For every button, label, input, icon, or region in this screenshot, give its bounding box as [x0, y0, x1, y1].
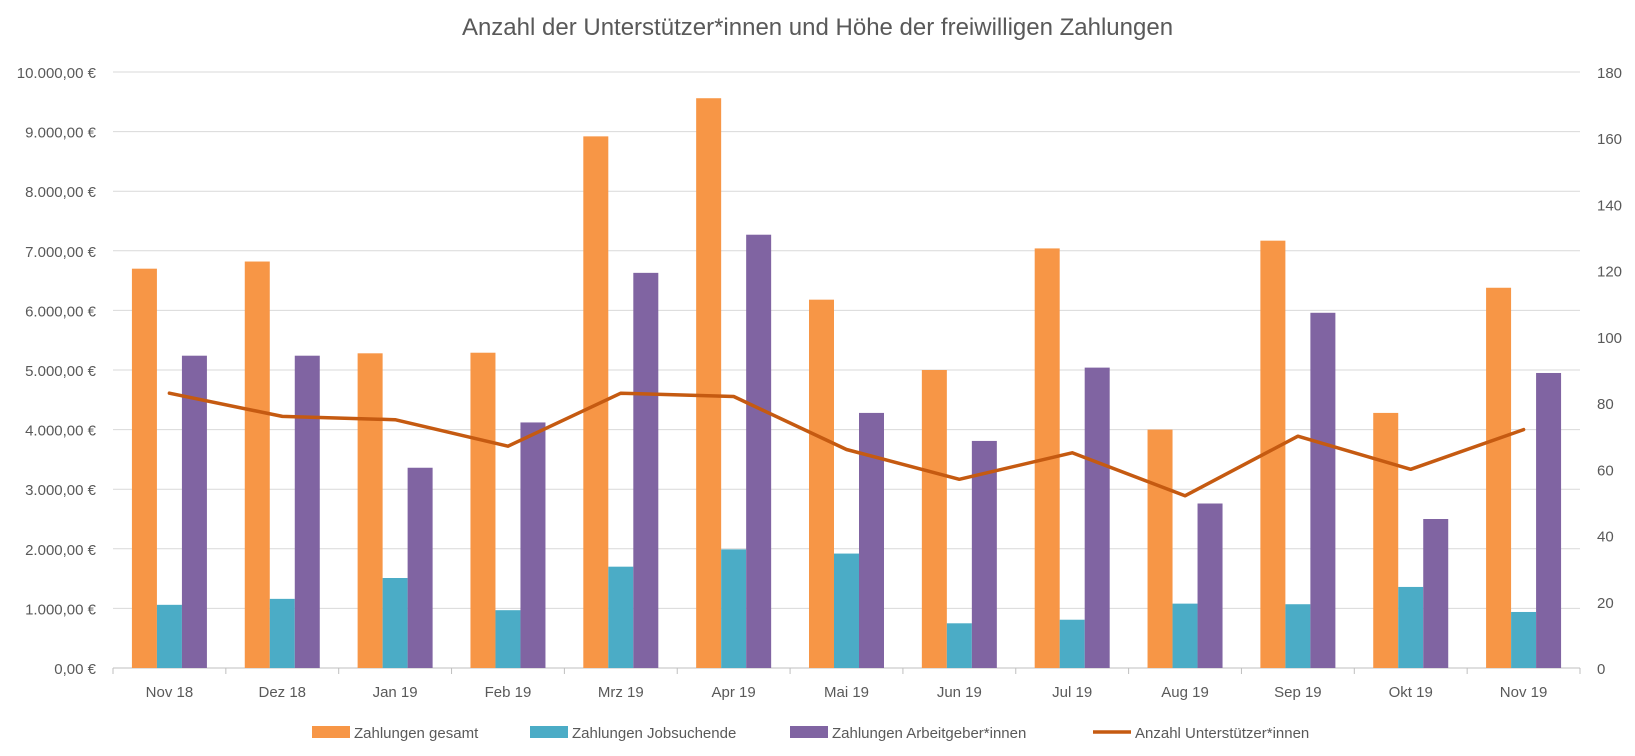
y-left-tick-label: 5.000,00 €: [25, 363, 97, 380]
y-left-tick-label: 8.000,00 €: [25, 184, 97, 201]
chart-title: Anzahl der Unterstützer*innen und Höhe d…: [461, 14, 1174, 41]
bar-3: [633, 272, 659, 668]
y-right-tick-label: 120: [1597, 264, 1622, 281]
y-right-tick-label: 160: [1597, 131, 1622, 148]
x-tick-label: Aug 19: [1161, 684, 1209, 701]
bar-2: [1172, 603, 1198, 668]
y-left-tick-label: 0,00 €: [54, 661, 96, 678]
y-right-tick-label: 180: [1597, 65, 1622, 82]
bar-1: [1486, 287, 1512, 668]
bar-3: [746, 234, 772, 668]
y-left-tick-label: 4.000,00 €: [25, 423, 97, 440]
legend-label: Zahlungen Arbeitgeber*innen: [832, 725, 1026, 742]
x-tick-label: Jan 19: [373, 684, 418, 701]
x-tick-label: Dez 18: [259, 684, 307, 701]
bar-2: [1059, 619, 1085, 668]
bar-3: [971, 440, 997, 668]
bar-2: [495, 610, 521, 668]
y-right-tick-label: 80: [1597, 396, 1614, 413]
bar-1: [809, 299, 834, 668]
legend-swatch: [790, 726, 828, 738]
bar-2: [1398, 586, 1424, 668]
legend-label: Zahlungen Jobsuchende: [572, 725, 736, 742]
bar-2: [382, 578, 408, 668]
bar-2: [834, 553, 859, 668]
legend-swatch: [312, 726, 350, 738]
y-left-tick-label: 7.000,00 €: [25, 244, 97, 261]
legend-label: Zahlungen gesamt: [354, 725, 479, 742]
y-right-tick-label: 0: [1597, 661, 1605, 678]
y-left-tick-label: 2.000,00 €: [25, 542, 97, 559]
y-left-tick-label: 1.000,00 €: [25, 601, 97, 618]
x-tick-label: Mrz 19: [598, 684, 644, 701]
bar-3: [859, 412, 884, 668]
y-right-tick-label: 20: [1597, 595, 1614, 612]
bar-2: [608, 566, 634, 668]
x-tick-label: Jul 19: [1052, 684, 1092, 701]
bar-1: [696, 98, 722, 668]
bar-1: [244, 261, 270, 668]
bar-3: [1423, 519, 1449, 668]
x-tick-label: Feb 19: [485, 684, 532, 701]
bar-1: [131, 268, 157, 668]
y-left-tick-label: 6.000,00 €: [25, 303, 97, 320]
x-tick-label: Mai 19: [824, 684, 869, 701]
bar-1: [921, 370, 947, 668]
bar-3: [407, 467, 433, 668]
bar-2: [1285, 604, 1311, 668]
bar-2: [946, 623, 972, 668]
legend-swatch: [530, 726, 568, 738]
bar-1: [470, 352, 496, 668]
bar-3: [294, 355, 320, 668]
y-left-tick-label: 9.000,00 €: [25, 125, 97, 142]
bar-1: [1147, 429, 1173, 668]
x-tick-label: Apr 19: [712, 684, 756, 701]
bar-3: [520, 422, 546, 668]
bar-1: [357, 353, 383, 668]
bar-2: [721, 549, 747, 668]
bar-1: [1373, 412, 1399, 668]
x-tick-label: Okt 19: [1389, 684, 1433, 701]
y-right-tick-label: 60: [1597, 462, 1614, 479]
legend-label: Anzahl Unterstützer*innen: [1135, 725, 1309, 742]
bar-2: [1511, 611, 1537, 668]
bar-3: [1197, 503, 1223, 668]
x-tick-label: Nov 19: [1500, 684, 1548, 701]
y-right-tick-label: 40: [1597, 529, 1614, 546]
bar-3: [1536, 372, 1562, 668]
y-right-tick-label: 140: [1597, 197, 1622, 214]
y-right-tick-label: 100: [1597, 330, 1622, 347]
bar-3: [181, 355, 207, 668]
x-tick-label: Sep 19: [1274, 684, 1322, 701]
y-left-tick-label: 3.000,00 €: [25, 482, 97, 499]
series-line: [167, 391, 1526, 498]
x-tick-label: Jun 19: [937, 684, 982, 701]
bar-2: [269, 598, 295, 668]
bar-3: [1310, 312, 1336, 668]
x-tick-label: Nov 18: [146, 684, 194, 701]
bar-2: [156, 604, 182, 668]
bar-3: [1084, 367, 1110, 668]
y-left-tick-label: 10.000,00 €: [17, 65, 97, 82]
